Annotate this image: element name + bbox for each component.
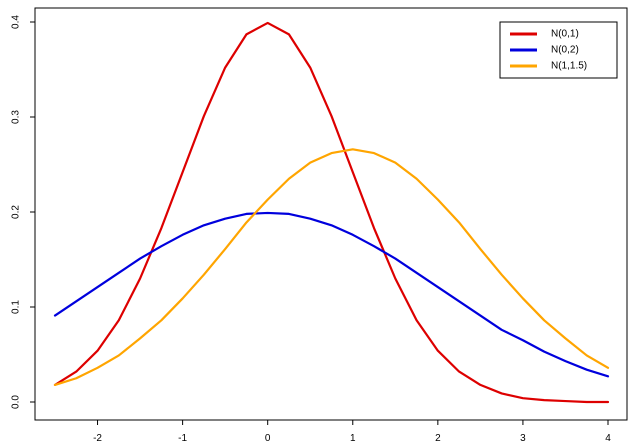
y-tick-label: 0.4 <box>11 15 22 29</box>
x-tick-label: 4 <box>605 433 611 444</box>
x-tick-label: -1 <box>178 433 187 444</box>
y-tick-label: 0.2 <box>11 205 22 219</box>
series-line <box>53 148 610 386</box>
legend-label: N(0,2) <box>551 45 579 56</box>
legend-label: N(0,1) <box>551 29 579 40</box>
x-axis: -2 -1 0 1 2 3 4 <box>93 419 611 444</box>
legend: N(0,1) N(0,2) N(1,1.5) <box>499 21 618 79</box>
y-axis: 0.0 0.1 0.2 0.3 0.4 <box>11 15 36 409</box>
x-tick-label: 2 <box>435 433 441 444</box>
x-tick-label: -2 <box>93 433 102 444</box>
legend-label: N(1,1.5) <box>551 61 587 72</box>
x-tick-label: 1 <box>350 433 356 444</box>
series-line <box>53 211 610 378</box>
x-tick-label: 0 <box>265 433 271 444</box>
series-line <box>53 21 610 404</box>
y-tick-label: 0.1 <box>11 300 22 314</box>
y-tick-label: 0.0 <box>11 395 22 409</box>
series-curves <box>53 21 610 404</box>
y-tick-label: 0.3 <box>11 110 22 124</box>
x-tick-label: 3 <box>520 433 526 444</box>
